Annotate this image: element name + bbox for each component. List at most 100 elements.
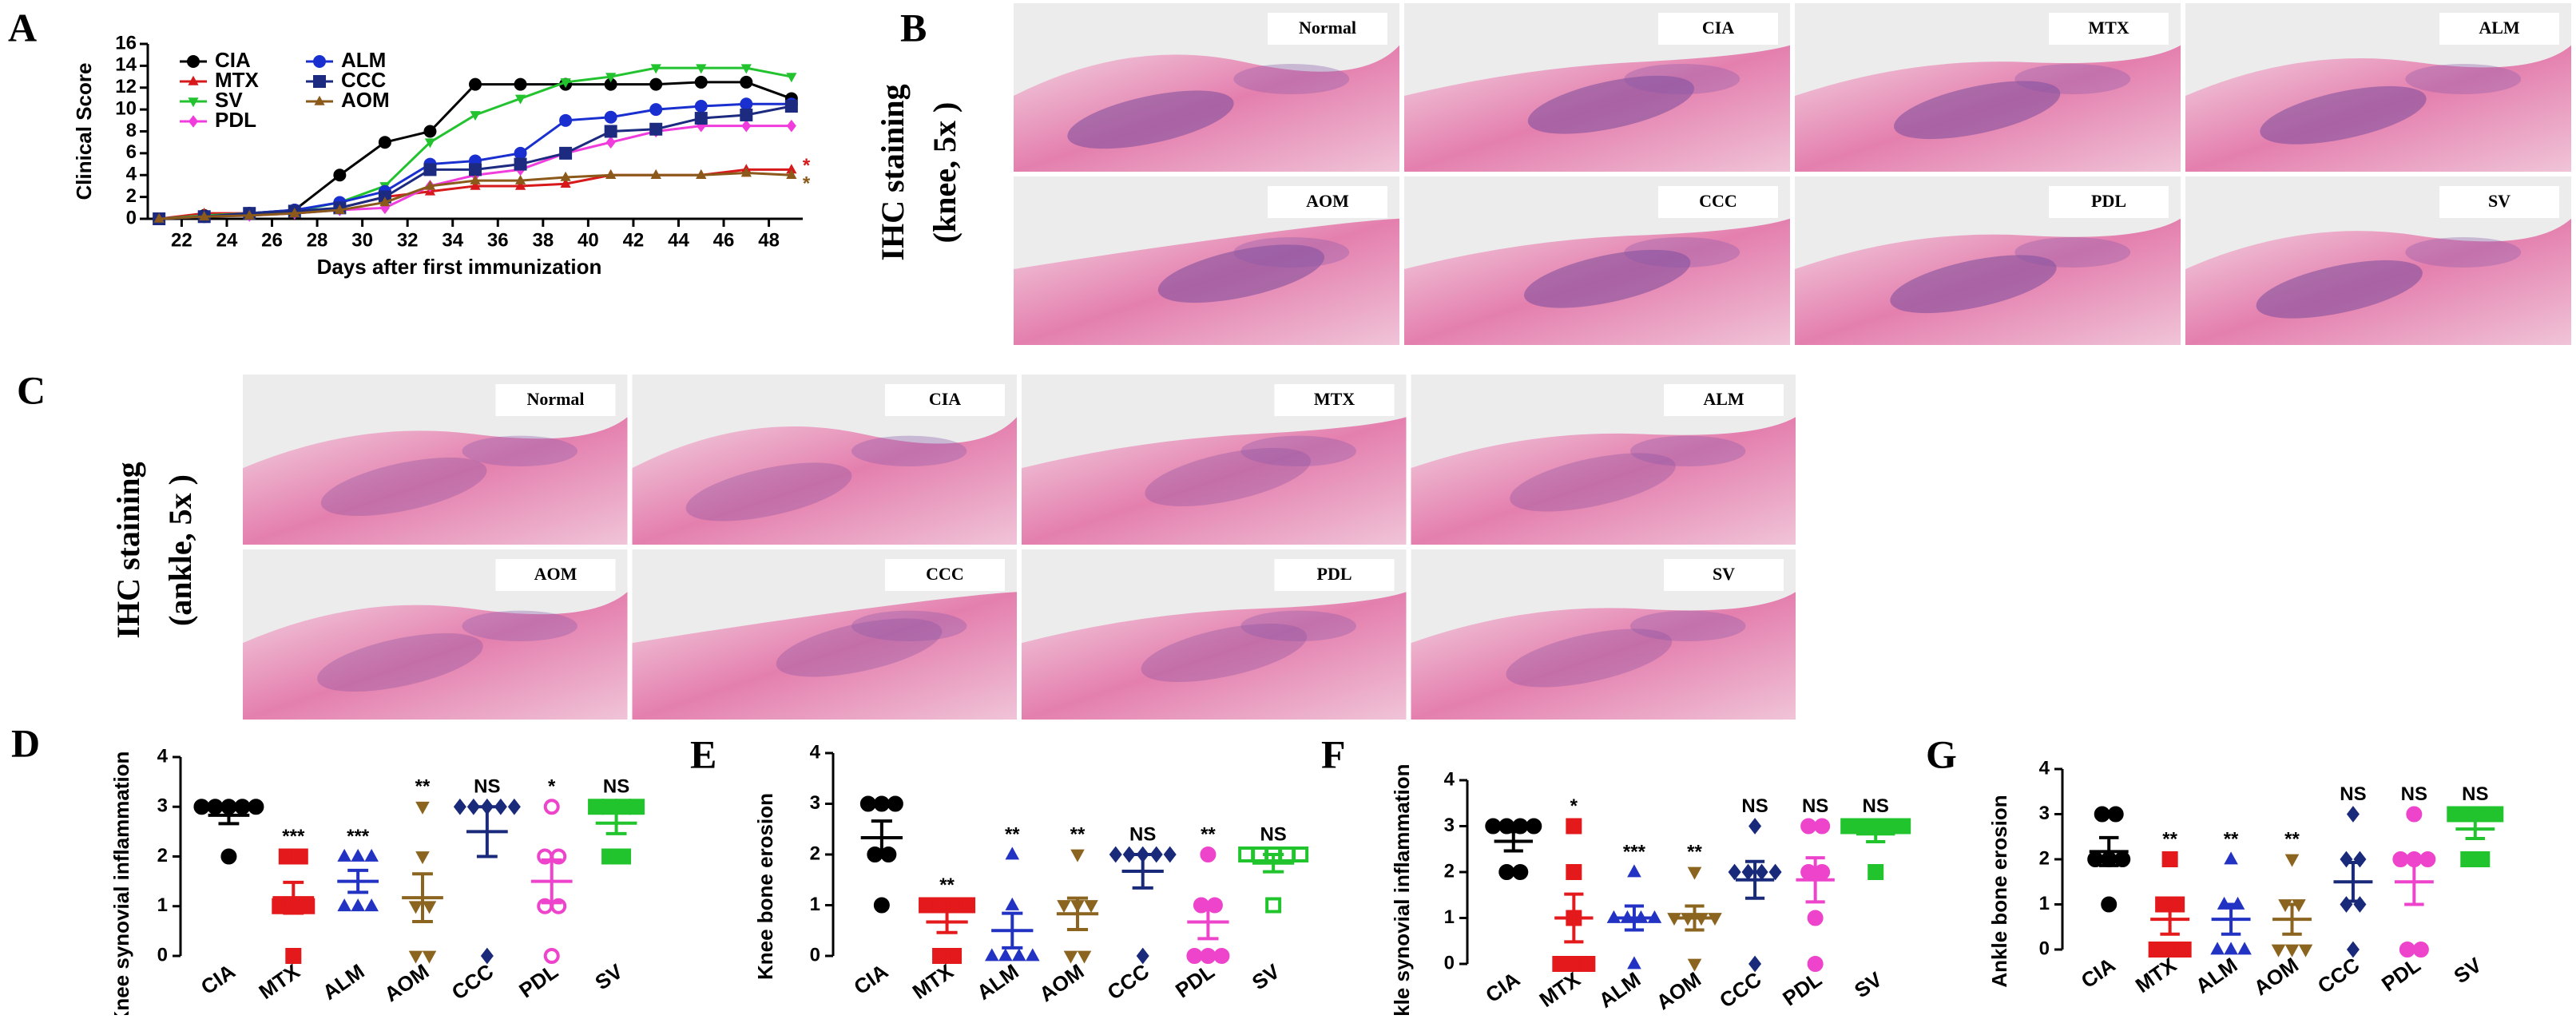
image-label-box [1268,13,1387,45]
x-tick-label: 32 [397,229,419,251]
x-tick-label: CIA [1481,967,1524,1007]
tissue-dense [1240,610,1356,642]
data-point [1748,818,1762,835]
legend-label: MTX [215,68,260,92]
data-point [1687,958,1702,972]
error-bar [283,880,304,915]
data-point [740,167,752,177]
tissue [1411,592,1796,720]
error-bar [2221,902,2241,936]
data-point [2353,850,2367,868]
y-tick-label: 10 [115,97,137,119]
data-point [469,77,482,91]
data-point [1077,950,1092,964]
tissue-dense [2014,236,2131,268]
image-label: MTX [1314,389,1355,409]
tissue-dense [317,632,483,692]
image-label: Normal [1299,18,1356,38]
x-tick-label: 44 [668,229,689,251]
data-point [1579,956,1596,972]
y-axis-label: Clinical Score [72,63,96,200]
y-axis-label: Ankle synovial inflammation [1390,763,1414,1015]
data-point [615,848,632,865]
data-point [193,799,210,815]
legend-label: PDL [215,108,256,132]
data-point [408,901,423,914]
data-point [786,169,797,180]
x-tick-label: CCC [2313,953,2364,998]
data-point [333,169,347,182]
legend-marker [189,115,198,128]
y-tick-label: 8 [126,120,137,141]
x-tick-label: SV [590,959,627,995]
data-point [199,211,210,221]
image-label-box [1658,186,1778,218]
tissue [1411,417,1796,545]
legend-label: CCC [341,68,387,92]
data-point [1186,948,1203,964]
data-point [248,799,264,815]
significance-label: NS [1863,795,1889,817]
data-point [604,125,617,138]
image-label-box [2439,13,2559,45]
data-point [1109,846,1122,863]
data-point [2224,851,2238,865]
error-bar [1002,911,1023,950]
significance-label: NS [1802,795,1828,817]
x-tick-label: CCC [1715,967,1766,1013]
image-label: CIA [1702,18,1734,38]
data-point [364,898,379,912]
tissue-dense [1524,249,1691,308]
data-point [1807,956,1824,972]
data-point [786,164,797,174]
tissue-dense [1157,244,1325,303]
significance-label: ** [1070,823,1086,845]
image-label: SV [2488,191,2511,211]
data-point [1063,950,1078,964]
data-point [1800,818,1817,835]
data-point [919,897,935,914]
error-bar [2282,902,2302,936]
data-point [423,125,437,138]
data-point [1807,910,1824,926]
data-point [289,207,300,217]
tissue-dense [1240,435,1356,467]
y-tick-label: 0 [126,207,137,228]
data-point [740,75,753,89]
x-tick-label: CIA [849,959,892,999]
significance-label: ** [1687,841,1702,862]
data-point [1512,864,1529,880]
data-point [1136,947,1149,965]
data-point [423,163,437,176]
data-point [1526,818,1542,835]
panel-label: F [1321,732,1346,776]
significance-label: NS [474,776,500,798]
x-tick-label: MTX [908,959,959,1004]
data-point [1084,900,1098,914]
data-point [650,64,661,74]
error-bar [1685,904,1705,932]
tissue [632,417,1017,545]
side-subtitle: (ankle, 5x ) [162,474,198,626]
tissue-dense [2260,85,2427,145]
data-point [408,950,423,964]
data-point [1265,897,1282,914]
data-point [650,169,661,180]
data-point [2161,851,2178,867]
data-point [1687,866,1702,880]
x-tick-label: ALM [972,959,1022,1005]
legend-label: ALM [341,48,386,72]
image-label-box [2049,186,2169,218]
data-point [1057,900,1071,914]
side-subtitle: (knee, 5x ) [927,102,963,244]
x-tick-label: 28 [307,229,328,251]
image-label-box [1268,186,1387,218]
data-point [887,795,903,812]
image-label: CCC [1699,191,1737,211]
significance-label: NS [1741,795,1768,817]
y-tick-label: 6 [126,141,137,163]
image-label: ALM [2479,18,2520,38]
data-point [1011,948,1026,962]
data-point [1667,913,1681,926]
data-point [998,948,1013,962]
